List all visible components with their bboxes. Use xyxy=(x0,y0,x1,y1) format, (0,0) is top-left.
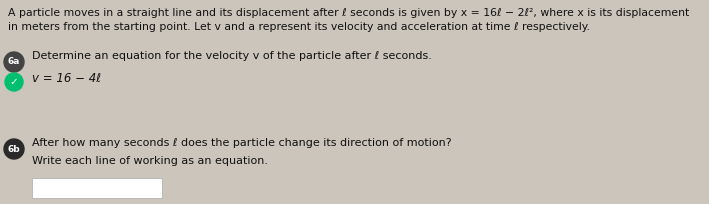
Circle shape xyxy=(4,52,24,72)
Text: After how many seconds ℓ does the particle change its direction of motion?: After how many seconds ℓ does the partic… xyxy=(32,138,452,148)
Text: ✓: ✓ xyxy=(10,77,18,87)
Text: Write each line of working as an equation.: Write each line of working as an equatio… xyxy=(32,156,268,166)
Text: v = 16 − 4ℓ: v = 16 − 4ℓ xyxy=(32,72,101,85)
Text: 6b: 6b xyxy=(8,144,21,153)
FancyBboxPatch shape xyxy=(32,178,162,198)
Circle shape xyxy=(4,139,24,159)
Circle shape xyxy=(5,73,23,91)
Text: Determine an equation for the velocity v of the particle after ℓ seconds.: Determine an equation for the velocity v… xyxy=(32,51,432,61)
Text: in meters from the starting point. Let v and a represent its velocity and accele: in meters from the starting point. Let v… xyxy=(8,22,590,32)
Text: A particle moves in a straight line and its displacement after ℓ seconds is give: A particle moves in a straight line and … xyxy=(8,8,689,18)
Text: 6a: 6a xyxy=(8,58,20,67)
